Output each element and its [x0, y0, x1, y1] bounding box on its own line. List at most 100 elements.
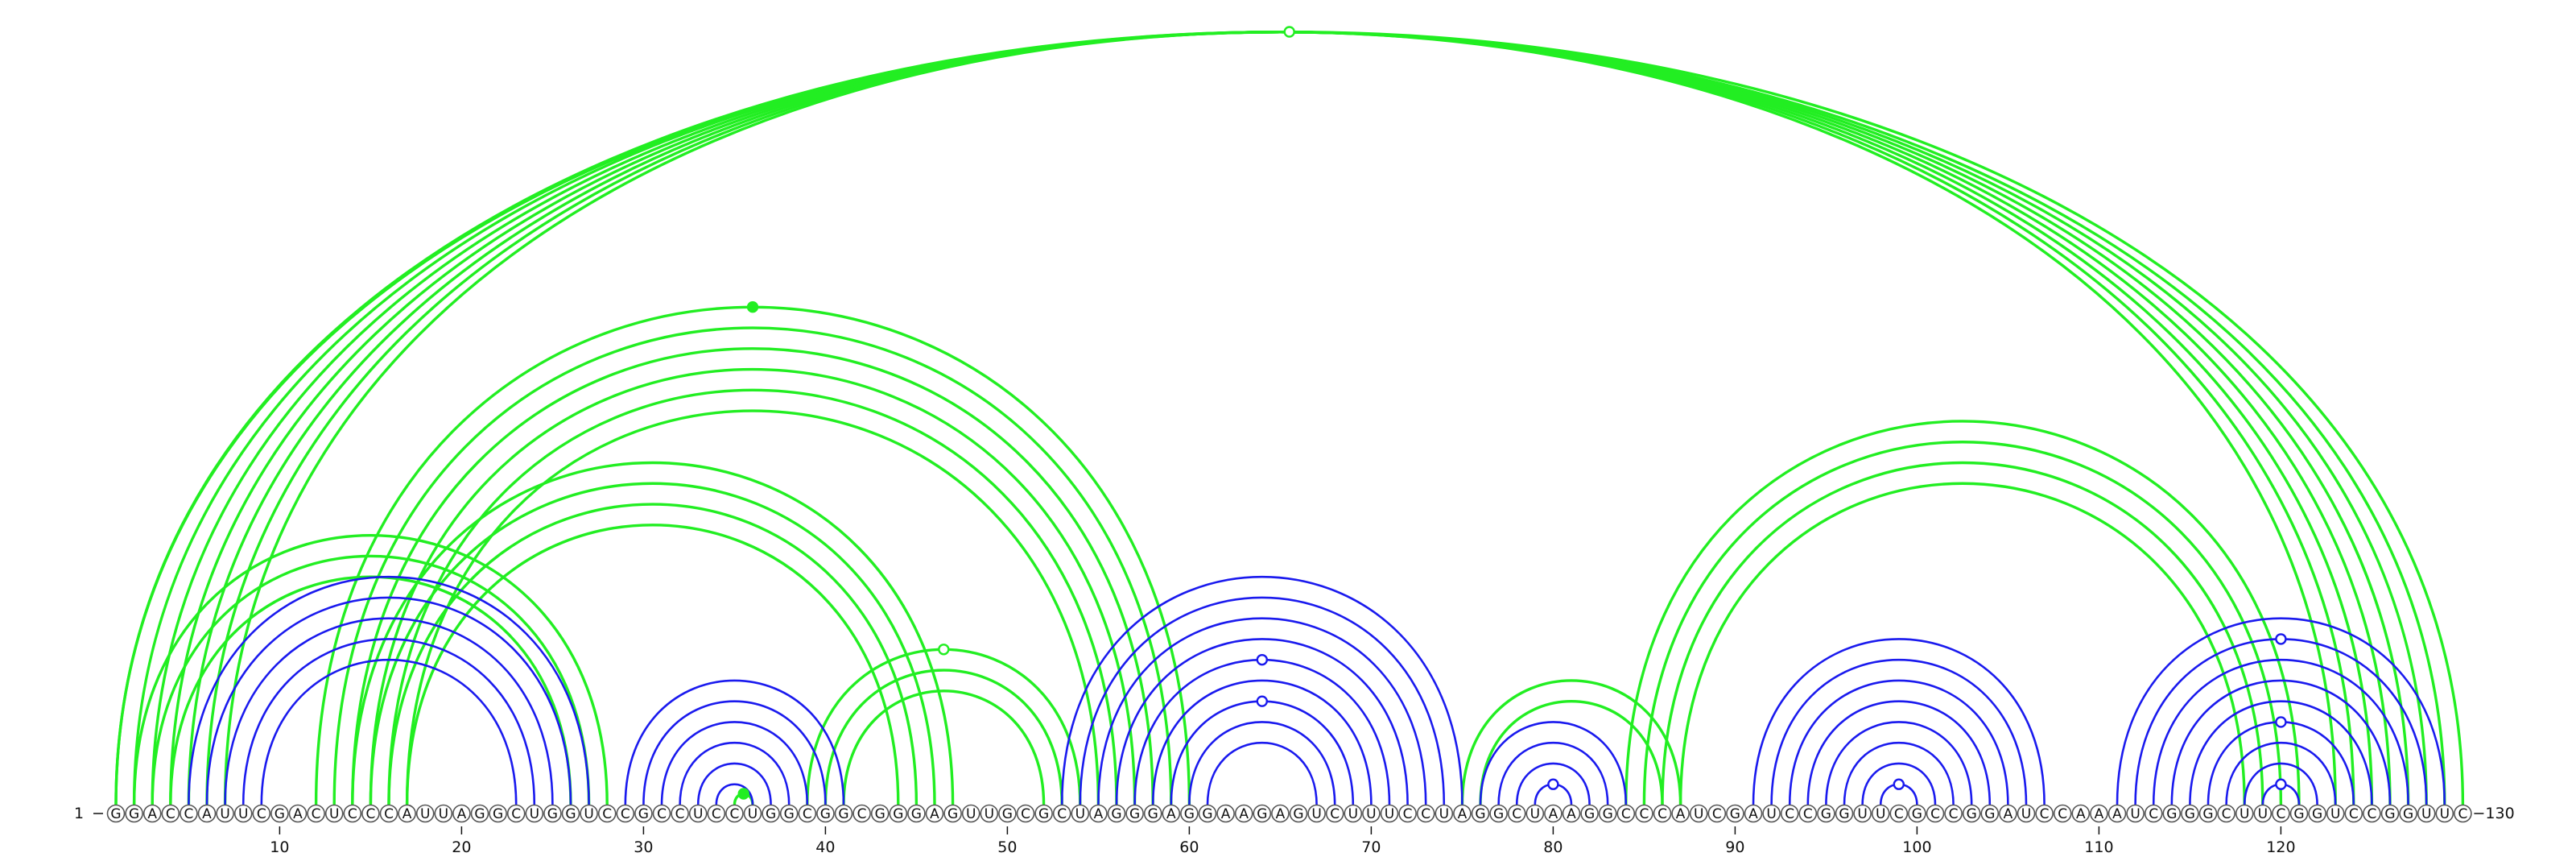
nucleotide-letter: G: [2403, 806, 2413, 822]
nucleotide-circle: [634, 804, 653, 823]
nucleotide-112: U: [2126, 804, 2145, 823]
nucleotide-letter: G: [1002, 806, 1013, 822]
blue-arc-91-107: [1752, 638, 2046, 805]
nucleotide-letter: C: [2222, 806, 2231, 822]
green-arc-2-28: [132, 534, 609, 805]
nucleotide-circle: [580, 804, 598, 823]
nucleotide-12: C: [307, 804, 325, 823]
nucleotide-letter: C: [1512, 806, 1521, 822]
nucleotide-circle: [852, 804, 871, 823]
green-arc-5-125: [187, 31, 2374, 805]
nucleotide-letter: G: [1111, 806, 1121, 822]
blue-arc-118-122: [2243, 762, 2318, 805]
nucleotide-letter: G: [1912, 806, 1922, 822]
nucleotide-circle: [834, 804, 853, 823]
blue-arc-53-75: [1060, 575, 1463, 805]
nucleotide-circle: [1234, 804, 1253, 823]
nucleotide-letter: C: [2349, 806, 2359, 822]
nucleotide-letter: C: [1639, 806, 1649, 822]
nucleotide-letter: C: [1894, 806, 1904, 822]
nucleotide-letter: U: [1385, 806, 1394, 822]
blue-arc-59-69: [1170, 700, 1355, 805]
nucleotide-letter: U: [1075, 806, 1085, 822]
start-label: 1: [74, 805, 84, 822]
nucleotide-circle: [2217, 804, 2235, 823]
nucleotide-letter: C: [2149, 806, 2158, 822]
nucleotide-124: C: [2344, 804, 2363, 823]
nucleotide-circle: [324, 804, 344, 823]
nucleotide-circle: [125, 804, 143, 823]
nucleotide-5: C: [180, 804, 198, 823]
green-arc-3-127: [151, 31, 2410, 805]
nucleotide-letter: C: [729, 806, 739, 822]
nucleotide-circle: [980, 804, 999, 823]
nucleotide-circle: [2454, 804, 2472, 823]
nucleotide-circle: [307, 804, 325, 823]
nucleotide-letter: G: [1202, 806, 1212, 822]
sequence-backbone: 1 130: [74, 805, 2515, 822]
nucleotide-letter: A: [293, 806, 303, 822]
nucleotide-circle: [2181, 804, 2199, 823]
nucleotide-99: C: [1889, 804, 1909, 823]
nucleotide-letter: C: [384, 806, 394, 822]
nucleotide-circle: [652, 804, 671, 823]
green-arc-14-58: [351, 347, 1154, 805]
nucleotide-circle: [161, 804, 180, 823]
nucleotide-43: G: [870, 804, 890, 823]
nucleotide-circle: [2071, 804, 2091, 823]
nucleotide-48: U: [961, 804, 980, 823]
green-arc-15-57: [369, 368, 1137, 805]
nucleotide-letter: U: [966, 806, 976, 822]
green-arc-76-86: [1479, 700, 1664, 805]
nucleotide-60: G: [1180, 804, 1199, 823]
nucleotide-letter: G: [893, 806, 903, 822]
nucleotide-letter: G: [1129, 806, 1140, 822]
nucleotide-circle: [1817, 804, 1835, 823]
nucleotide-105: A: [1999, 804, 2017, 823]
nucleotide-6: A: [197, 804, 217, 823]
blue-arc-marker-59-69: [1256, 695, 1269, 707]
nucleotide-circle: [1398, 804, 1417, 823]
end-label: 130: [2485, 805, 2514, 822]
nucleotide-letter: A: [1276, 806, 1286, 822]
nucleotide-106: U: [2017, 804, 2036, 823]
nucleotide-circle: [1980, 804, 2000, 823]
nucleotide-120: C: [2272, 804, 2290, 823]
nucleotide-89: C: [1707, 804, 1727, 823]
nucleotide-128: U: [2417, 804, 2436, 823]
nucleotide-33: U: [688, 804, 708, 823]
nucleotide-circle: [1944, 804, 1963, 823]
nucleotide-letter: U: [2130, 806, 2140, 822]
nucleotide-letter: C: [1621, 806, 1631, 822]
nucleotide-69: U: [1344, 804, 1363, 823]
blue-arc-114-126: [2170, 679, 2392, 805]
nucleotide-letter: C: [1403, 806, 1413, 822]
nucleotide-letter: G: [1984, 806, 1995, 822]
nucleotide-circle: [197, 804, 217, 823]
nucleotide-circle: [1416, 804, 1435, 823]
nucleotide-20: A: [452, 804, 471, 823]
nucleotide-circle: [1180, 804, 1199, 823]
nucleotide-96: G: [1835, 804, 1854, 823]
green-arc-marker-39-54: [938, 644, 950, 656]
nucleotide-circle: [1926, 804, 1945, 823]
nucleotide-letter: C: [657, 806, 667, 822]
nucleotide-circle: [2344, 804, 2363, 823]
nucleotide-66: G: [1289, 804, 1308, 823]
nucleotide-121: G: [2289, 804, 2309, 823]
green-arc-2-128: [132, 31, 2428, 805]
nucleotide-90: G: [1726, 804, 1744, 823]
nucleotide-letter: C: [602, 806, 612, 822]
nucleotide-circle: [543, 804, 562, 823]
tick-label-10: 10: [270, 838, 289, 856]
nucleotide-letter: G: [1257, 806, 1267, 822]
nucleotide-29: C: [616, 804, 635, 823]
nucleotide-circle: [343, 804, 362, 823]
green-arc-85-120: [1642, 441, 2283, 805]
nucleotide-82: G: [1580, 804, 1599, 823]
nucleotide-letter: G: [493, 806, 503, 822]
nucleotide-letter: U: [2021, 806, 2031, 822]
nucleotide-letter: C: [184, 806, 193, 822]
nucleotide-letter: G: [565, 806, 576, 822]
green-arc-14-47: [351, 461, 955, 805]
